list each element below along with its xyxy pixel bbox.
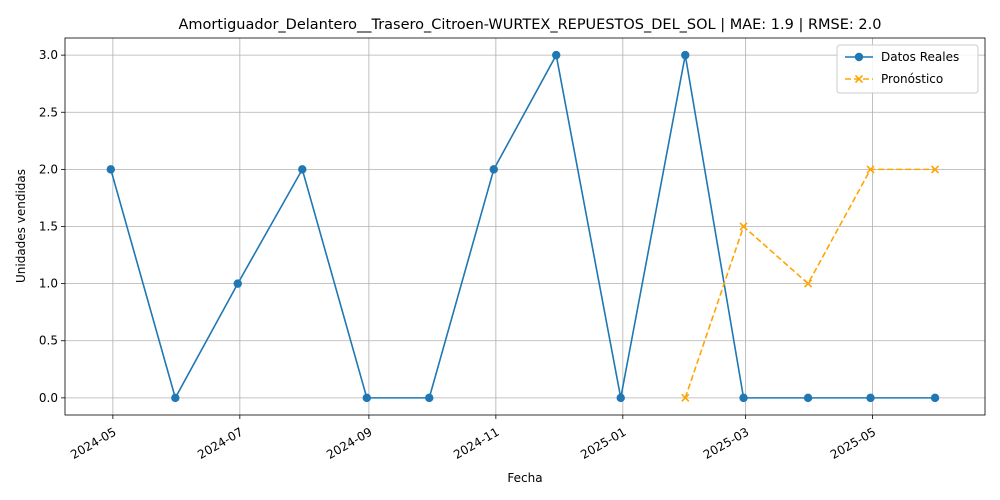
y-tick-label: 2.5: [39, 105, 58, 119]
y-tick-label: 1.0: [39, 277, 58, 291]
data-point: [930, 393, 940, 403]
data-point: [425, 393, 434, 403]
y-tick-label: 0.5: [39, 334, 58, 348]
data-point: [681, 50, 690, 60]
data-point: [552, 50, 561, 60]
y-tick-label: 1.5: [39, 220, 58, 234]
marker-stroke: [739, 222, 748, 231]
series-line-1: [110, 52, 936, 400]
x-tick-label: 2025-01: [578, 425, 628, 462]
y-tick-label: 2.0: [39, 162, 58, 176]
x-tick-label: 2024-07: [195, 425, 245, 462]
data-point: [866, 165, 875, 174]
legend-label: Datos Reales: [881, 50, 959, 64]
data-point: [930, 165, 940, 174]
data-point: [803, 393, 813, 403]
chart-title: Amortiguador_Delantero__Trasero_Citroen-…: [179, 17, 882, 33]
y-axis-title: Unidades vendidas: [14, 169, 28, 283]
marker-stroke: [866, 165, 875, 174]
data-point: [804, 279, 813, 288]
data-point: [866, 393, 875, 403]
marker-stroke: [681, 393, 690, 402]
data-point: [362, 393, 372, 403]
grid: [65, 38, 985, 415]
legend-marker: [854, 52, 864, 62]
x-tick-label: 2025-03: [701, 425, 751, 462]
data-point: [739, 222, 748, 231]
x-tick-label: 2024-11: [451, 425, 501, 462]
legend-marker: [854, 74, 864, 84]
series-layer: [106, 50, 940, 403]
data-point: [489, 165, 498, 174]
marker-stroke: [804, 279, 813, 288]
data-point: [233, 279, 242, 288]
legend-label: Pronóstico: [881, 72, 943, 86]
x-axis-title: Fecha: [507, 471, 542, 485]
series-line-2: [684, 168, 936, 399]
data-point: [171, 393, 180, 403]
ticks: 2024-05 2024-07 2024-09 2024-11 2025-01 2025-…: [39, 48, 878, 462]
legend: Datos Reales Pronóstico: [836, 44, 979, 94]
x-tick-label: 2025-05: [828, 425, 878, 462]
data-point: [681, 393, 690, 402]
data-point: [739, 393, 748, 403]
x-tick-label: 2024-09: [324, 425, 374, 462]
marker-stroke: [930, 165, 940, 174]
data-point: [106, 165, 115, 174]
x-tick-label: 2024-05: [68, 425, 118, 462]
y-tick-label: 3.0: [39, 48, 58, 62]
y-tick-label: 0.0: [39, 391, 58, 405]
data-point: [616, 393, 625, 403]
data-point: [298, 165, 307, 174]
marker-stroke: [854, 74, 864, 84]
